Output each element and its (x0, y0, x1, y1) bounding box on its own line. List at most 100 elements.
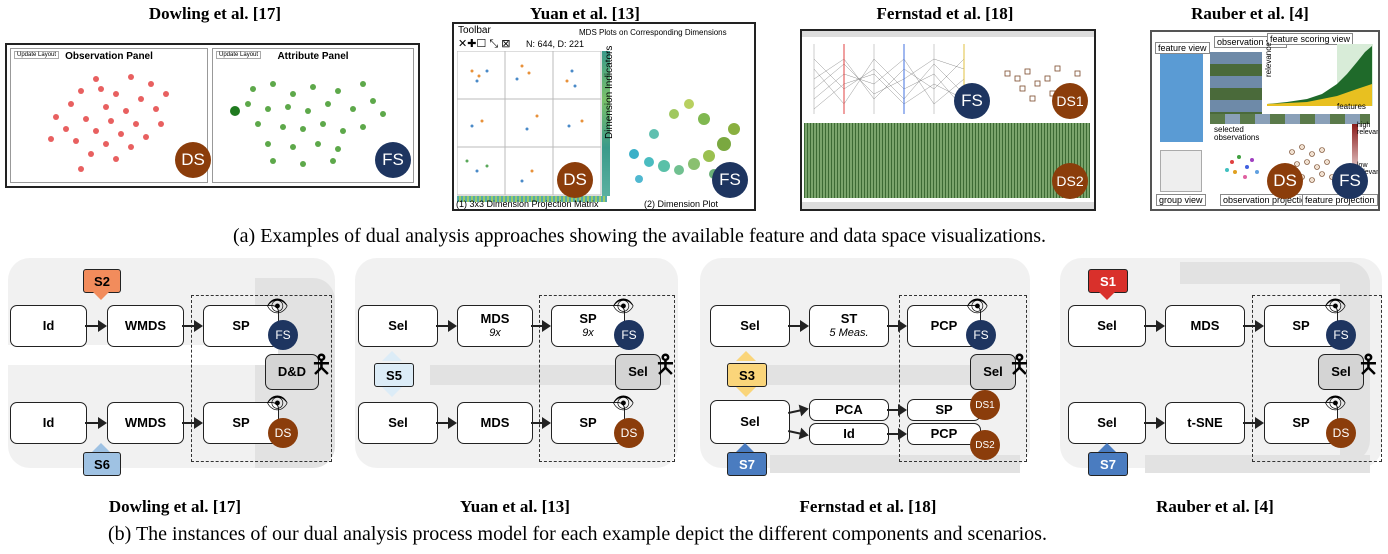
observation-thumbnails (1210, 52, 1262, 122)
feature-view-label: feature view (1155, 42, 1210, 54)
d4-s7-arrow (1098, 443, 1116, 452)
d3-row2-arrow-pcp (887, 428, 907, 440)
fs-badge-rauber: FS (1332, 163, 1368, 199)
d3-row1-arrow1 (788, 320, 809, 332)
d4-scenario-s7: S7 (1088, 452, 1128, 476)
d2-interaction-sel: Sel (615, 354, 661, 390)
attribute-panel: Attribute Panel Update Layout (212, 48, 414, 183)
caption-b: (b) The instances of our dual analysis p… (108, 523, 1047, 545)
d1-row1-arrow2 (182, 320, 203, 332)
attribute-panel-title: Attribute Panel (277, 51, 349, 62)
d4-eye-icon-2: 👁 (1324, 393, 1347, 413)
d1-ds-badge: DS (268, 418, 298, 448)
ds2-line-view (804, 123, 1090, 198)
fs-badge-dowling: FS (375, 142, 411, 178)
d2-ds-badge: DS (614, 418, 644, 448)
d1-eye-icon-2: 👁 (266, 393, 289, 413)
d1-interaction-dd: D&D (265, 354, 319, 390)
group-view-label: group view (1156, 194, 1206, 206)
d4-s1-arrow (1098, 291, 1116, 300)
ds2-badge-fernstad: DS2 (1052, 163, 1088, 199)
d3-row2-sel: Sel (710, 400, 790, 444)
ds1-badge-fernstad: DS1 (1052, 83, 1088, 119)
d2-feedback-arrow (430, 365, 670, 385)
d3-scenario-s7: S7 (727, 452, 767, 476)
d2-row1-sp-sub: 9x (582, 327, 594, 340)
d3-ds2-badge: DS2 (970, 430, 1000, 460)
d2-s5-arrow-up (382, 351, 402, 361)
observation-panel-title: Observation Panel (65, 51, 153, 62)
d2-user-icon: 🯅 (654, 350, 677, 379)
d3-row1-sel: Sel (710, 305, 790, 347)
observation-scatter (48, 74, 169, 172)
d1-s2-arrow (92, 291, 110, 300)
d2-eye-icon-2: 👁 (612, 393, 635, 413)
feature-scoring-view-label: feature scoring view (1267, 33, 1354, 45)
d4-user-icon: 🯅 (1357, 350, 1380, 379)
d1-row2-wmds: WMDS (107, 402, 184, 444)
dataset-size: N: 644, D: 221 (526, 39, 585, 49)
d1-eye-icon: 👁 (266, 296, 289, 316)
d4-interaction-sel: Sel (1318, 354, 1364, 390)
window-statusbar (802, 202, 1094, 209)
d1-row1-wmds: WMDS (107, 305, 184, 347)
d3-s3-arrow-up (736, 351, 756, 361)
d2-row1-mds-sub: 9x (489, 327, 501, 340)
d2-row2-arrow1 (436, 417, 457, 429)
d4-row1-arrow1 (1144, 320, 1165, 332)
d1-row2-sp: SP (203, 402, 279, 444)
d3-row2-pcp: PCP (907, 423, 981, 445)
d1-row2-arrow1 (85, 417, 107, 429)
diagram-title-rauber: Rauber et al. [4] (1156, 497, 1274, 516)
d4-row2-sp: SP (1264, 402, 1338, 444)
d2-fs-badge: FS (614, 320, 644, 350)
d1-scenario-s2: S2 (83, 269, 121, 293)
rauber-screenshot: feature view observation view feature sc… (1150, 30, 1380, 211)
d2-row2-sp: SP (551, 402, 625, 444)
projection-matrix (457, 51, 602, 196)
d1-row1-sp: SP (203, 305, 279, 347)
d4-scenario-s1: S1 (1088, 269, 1128, 293)
d1-row2-id: Id (10, 402, 87, 444)
d1-row1-arrow1 (85, 320, 107, 332)
d3-row1-st-sub: 5 Meas. (829, 327, 869, 340)
bottom-strip (457, 196, 607, 202)
figure-title-fernstad: Fernstad et al. [18] (876, 4, 1014, 23)
d2-visualization-region (539, 295, 675, 462)
fs-badge-yuan: FS (712, 162, 748, 198)
d4-visualization-region (1252, 295, 1382, 462)
dowling-screenshot: Observation Panel Update Layout Attribut… (5, 43, 420, 188)
update-layout-button-2: Update Layout (216, 51, 262, 59)
matrix-label: (1) 3x3 Dimension Projection Matrix (456, 199, 599, 209)
window-menubar (802, 31, 1094, 37)
features-axis-label: features (1337, 102, 1366, 111)
d2-eye-icon: 👁 (612, 296, 635, 316)
ds-badge-rauber: DS (1267, 163, 1303, 199)
toolbar-icons: ✕✚☐ ⤡ ⊠ (458, 38, 511, 50)
d4-row2-tsne: t-SNE (1165, 402, 1245, 444)
fernstad-screenshot: FS DS1 DS2 (800, 29, 1096, 211)
figure-title-dowling: Dowling et al. [17] (148, 4, 282, 23)
figure-title-yuan: Yuan et al. [13] (530, 4, 640, 23)
thumbnail-strip (1210, 114, 1370, 124)
observation-projection-scatter (1225, 155, 1259, 179)
d1-visualization-region (191, 295, 332, 462)
d3-feedback-arrow-1 (760, 365, 1010, 385)
selected-observations-label: selected observations (1214, 125, 1260, 142)
d1-row2-arrow2 (182, 417, 203, 429)
d4-row2-arrow2 (1243, 417, 1264, 429)
diagram-title-dowling: Dowling et al. [17] (108, 497, 242, 516)
d4-row2-sel: Sel (1068, 402, 1146, 444)
d3-row2-arrow-sp (887, 404, 907, 416)
d3-row1-st-label: ST (840, 311, 858, 327)
d4-feedback-top (1180, 262, 1370, 284)
update-layout-button: Update Layout (14, 51, 60, 59)
d4-feedback-bottom (1145, 455, 1370, 473)
d4-row1-mds: MDS (1165, 305, 1245, 347)
d3-scenario-s3: S3 (727, 363, 767, 387)
d3-eye-icon: 👁 (966, 296, 989, 316)
d4-row1-sel: Sel (1068, 305, 1146, 347)
d2-row1-sp: SP 9x (551, 305, 625, 347)
d2-row2-sel: Sel (358, 402, 438, 444)
d3-visualization-region (899, 295, 1027, 462)
